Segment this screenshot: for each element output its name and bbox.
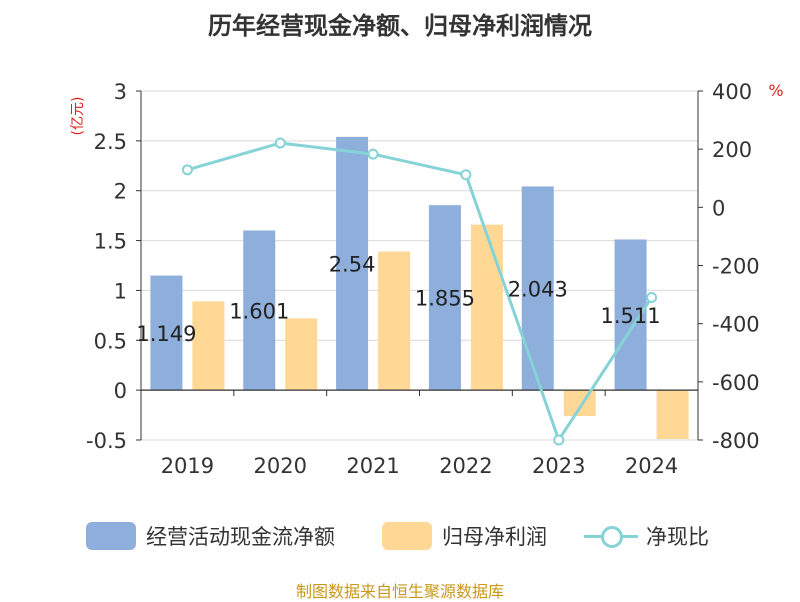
legend-item-net-profit[interactable]: 归母净利润: [382, 516, 547, 556]
x-axis-tick-label: 2023: [532, 454, 585, 478]
bar-net-profit: [656, 390, 689, 440]
right-axis-tick-label: -600: [712, 371, 760, 395]
source-note: 制图数据来自恒生聚源数据库: [295, 582, 504, 601]
right-axis-unit: %: [768, 81, 783, 100]
bar-net-profit: [563, 390, 596, 417]
chart-title: 历年经营现金净额、归母净利润情况: [208, 12, 592, 40]
data-label-cashflow: 1.149: [136, 322, 196, 346]
point-ratio: [646, 291, 658, 303]
bar-cashflow: [150, 275, 183, 391]
point-ratio: [553, 434, 565, 446]
point-ratio: [274, 137, 286, 149]
x-axis-tick-label: 2021: [346, 454, 399, 478]
point-ratio: [367, 148, 379, 160]
data-label-cashflow: 1.511: [601, 304, 661, 328]
bar-net-profit: [192, 301, 225, 391]
data-label-cashflow: 1.855: [415, 287, 475, 311]
line-ratio: [187, 141, 653, 444]
left-axis-tick-label: 0: [114, 379, 127, 403]
x-axis-tick-label: 2022: [439, 454, 492, 478]
left-axis-tick-label: 3: [114, 80, 127, 104]
legend-swatch-cashflow: [86, 522, 136, 550]
legend-line-marker-ratio: [584, 522, 638, 550]
legend-label-net-profit: 归母净利润: [442, 525, 547, 549]
bar-cashflow: [521, 186, 554, 391]
legend-label-ratio: 净现比: [646, 525, 709, 549]
left-axis-tick-label: 2: [114, 180, 127, 204]
bar-net-profit: [285, 318, 318, 391]
left-axis-tick-label: 1: [114, 279, 127, 303]
bar-cashflow: [428, 205, 461, 391]
legend-swatch-net-profit: [382, 522, 432, 550]
left-axis-unit: (亿元): [70, 97, 86, 136]
left-axis-tick-label: 0.5: [94, 329, 127, 353]
bar-cashflow: [243, 230, 276, 391]
data-label-cashflow: 2.54: [329, 253, 376, 277]
right-axis-tick-label: 0: [712, 196, 725, 220]
legend-item-cashflow[interactable]: 经营活动现金流净额: [86, 516, 335, 556]
data-label-cashflow: 1.601: [229, 299, 289, 323]
left-axis-tick-label: -0.5: [86, 429, 127, 453]
data-label-cashflow: 2.043: [508, 277, 568, 301]
left-axis-tick-label: 1.5: [94, 230, 127, 254]
x-axis-tick-label: 2019: [161, 454, 214, 478]
bar-cashflow: [336, 136, 369, 391]
x-axis-tick-label: 2020: [254, 454, 307, 478]
legend: 经营活动现金流净额 归母净利润 净现比: [0, 516, 800, 556]
legend-label-cashflow: 经营活动现金流净额: [146, 525, 335, 549]
right-axis-tick-label: -200: [712, 255, 760, 279]
bar-net-profit: [378, 251, 411, 391]
left-axis-tick-label: 2.5: [94, 130, 127, 154]
right-axis-tick-label: -800: [712, 429, 760, 453]
point-ratio: [181, 164, 193, 176]
right-axis-tick-label: 400: [712, 80, 752, 104]
legend-item-ratio[interactable]: 净现比: [584, 516, 709, 556]
x-axis-tick-label: 2024: [625, 454, 678, 478]
right-axis-tick-label: -400: [712, 313, 760, 337]
point-ratio: [460, 169, 472, 181]
right-axis-tick-label: 200: [712, 138, 752, 162]
bar-net-profit: [470, 224, 503, 391]
